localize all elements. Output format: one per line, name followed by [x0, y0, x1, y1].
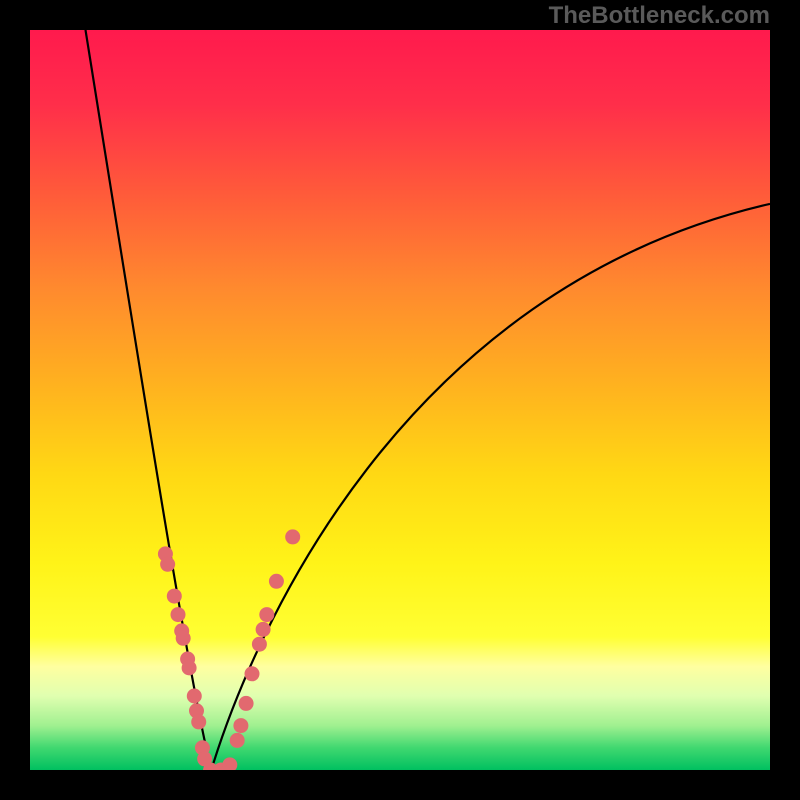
data-marker [233, 718, 248, 733]
data-marker [230, 733, 245, 748]
data-marker [222, 757, 237, 772]
data-marker [259, 607, 274, 622]
data-marker [167, 589, 182, 604]
data-marker [252, 637, 267, 652]
data-marker [160, 557, 175, 572]
plot-background [30, 30, 770, 770]
data-marker [285, 529, 300, 544]
data-marker [269, 574, 284, 589]
data-marker [256, 622, 271, 637]
watermark-label: TheBottleneck.com [549, 2, 770, 30]
data-marker [182, 660, 197, 675]
data-marker [239, 696, 254, 711]
data-marker [187, 689, 202, 704]
chart-container: TheBottleneck.com [0, 0, 800, 800]
data-marker [171, 607, 186, 622]
data-marker [176, 631, 191, 646]
chart-svg [0, 0, 800, 800]
data-marker [245, 666, 260, 681]
data-marker [191, 714, 206, 729]
